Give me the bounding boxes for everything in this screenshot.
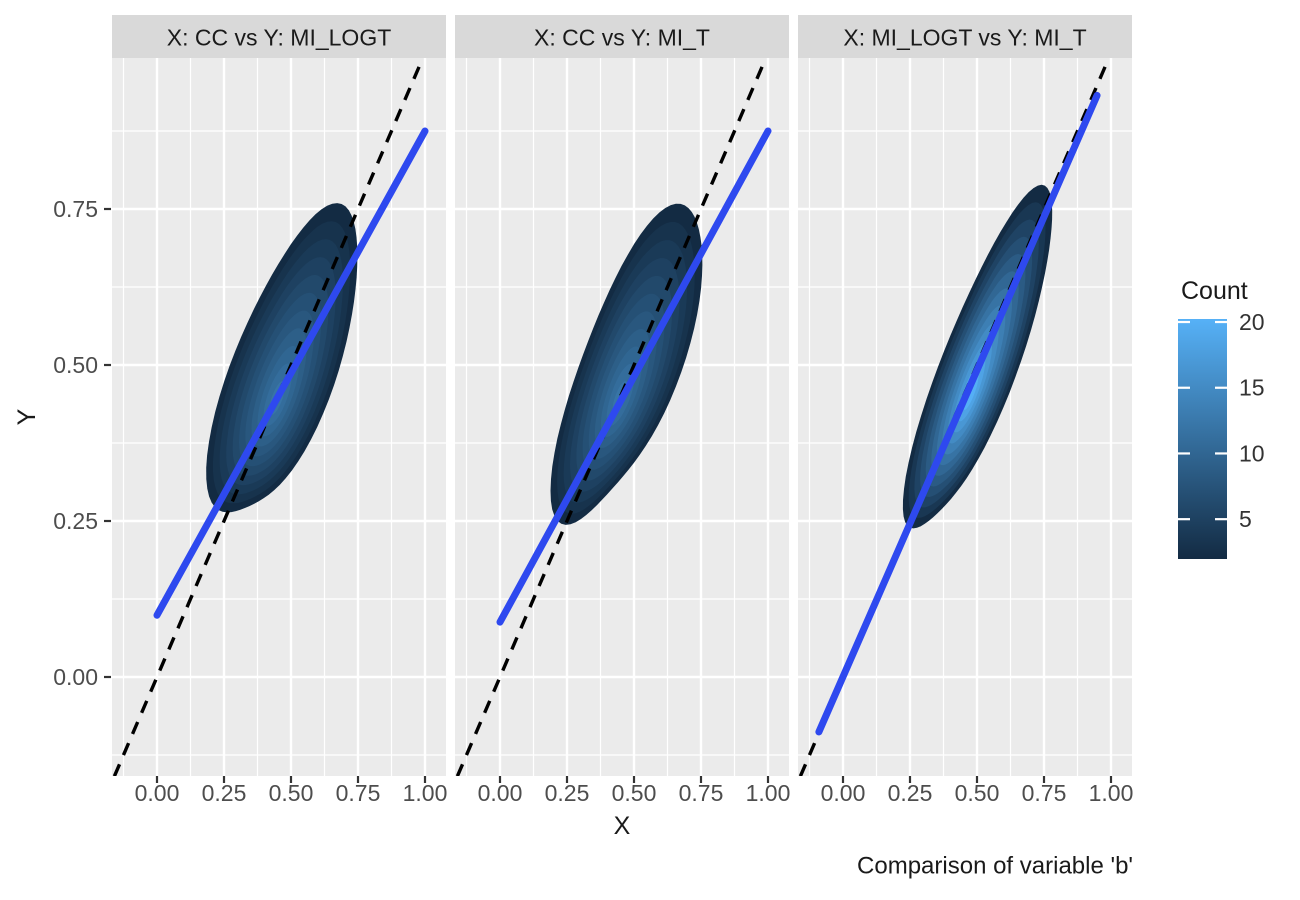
panel-geoms [798,58,1111,776]
x-tick-label: 0.75 [679,780,724,806]
regression-line [153,127,429,619]
facet-strip [455,15,789,58]
x-tick-label: 0.75 [336,780,381,806]
legend-ticks [1178,320,1227,521]
x-tick-label: 1.00 [746,780,791,806]
legend-tick-label: 15 [1239,375,1265,401]
plot-caption: Comparison of variable 'b' [857,853,1133,880]
legend-tick-label: 20 [1239,309,1265,335]
y-axis-title: Y [13,408,41,425]
legend-title: Count [1181,277,1248,305]
facet-strip [112,15,446,58]
facet-strip-label: X: MI_LOGT vs Y: MI_T [843,25,1086,51]
y-tick-label: 0.00 [53,664,98,690]
x-tick-label: 0.00 [821,780,866,806]
panel-geoms [455,58,772,776]
x-tick-label: 0.25 [202,780,247,806]
facet-strip-label: X: CC vs Y: MI_T [534,25,710,51]
facet-strip-label: X: CC vs Y: MI_LOGT [167,25,392,51]
facet-panel: X: CC vs Y: MI_T 0.00 0.25 0.50 0.75 1.00 [455,15,790,806]
legend-gradient-bar [1178,319,1227,559]
x-tick-label: 0.25 [545,780,590,806]
identity-dashed-line [112,58,425,776]
x-axis-title: X [614,812,631,840]
panel-geoms [112,58,429,776]
y-tick-label: 0.25 [53,508,98,534]
density-contours [550,203,703,525]
facet-panel: X: MI_LOGT vs Y: MI_T 0.00 0.25 0.50 0.75 1.0… [798,15,1133,806]
x-tick-label: 0.00 [478,780,523,806]
x-axis: 0.00 0.25 0.50 0.75 1.00 [478,776,791,806]
y-tick-label: 0.75 [53,196,98,222]
legend-labels: 20 15 10 5 [1239,309,1265,532]
y-tick-label: 0.50 [53,352,98,378]
legend-tick-label: 10 [1239,440,1265,466]
x-tick-label: 0.25 [888,780,933,806]
legend-colorbar: Count 20 15 10 5 [1178,277,1265,559]
density-contours [206,203,358,513]
legend-tick-label: 5 [1239,506,1252,532]
x-tick-label: 1.00 [403,780,448,806]
x-tick-label: 1.00 [1089,780,1134,806]
regression-line [496,127,772,626]
identity-dashed-line [455,58,768,776]
x-tick-label: 0.50 [269,780,314,806]
x-tick-label: 0.00 [135,780,180,806]
facet-strip [798,15,1132,58]
regression-line [815,91,1101,736]
x-tick-label: 0.50 [955,780,1000,806]
x-tick-label: 0.75 [1022,780,1067,806]
x-tick-label: 0.50 [612,780,657,806]
y-axis: 0.00 0.25 0.50 0.75 [53,196,111,690]
x-axis: 0.00 0.25 0.50 0.75 1.00 [821,776,1134,806]
x-axis: 0.00 0.25 0.50 0.75 1.00 [135,776,448,806]
panel-gridlines [798,58,1132,776]
